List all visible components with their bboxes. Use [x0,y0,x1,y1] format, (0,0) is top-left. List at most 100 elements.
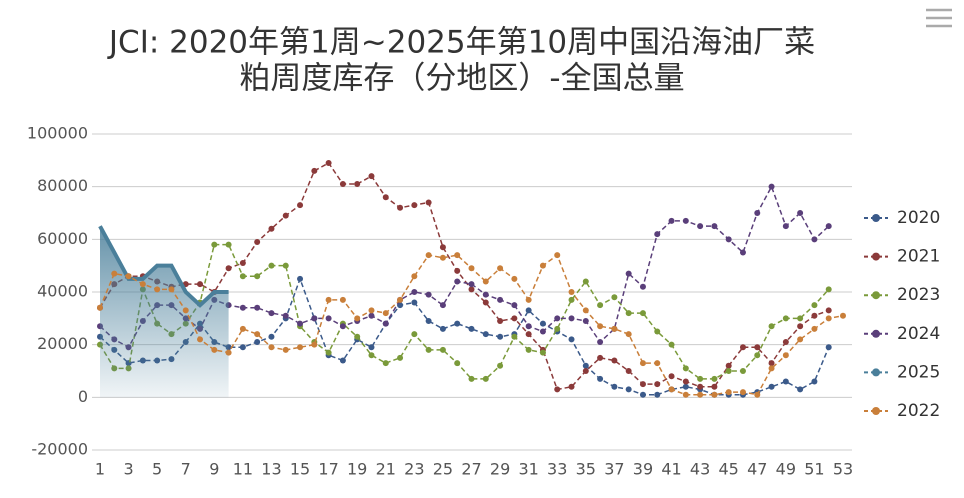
data-point [525,331,532,338]
data-point [797,315,804,322]
data-point [97,304,103,311]
data-point [525,323,532,330]
series-line [99,243,830,380]
data-point [297,202,304,209]
data-point [397,296,404,303]
data-point [225,349,232,356]
data-point [625,270,632,277]
chart-title: JCI: 2020年第1周~2025年第10周中国沿海油厂菜 [107,25,815,61]
data-point [625,310,632,317]
data-point [654,231,661,238]
data-point [425,346,432,353]
data-point [725,362,732,369]
legend-label: 2020 [897,208,940,228]
x-tick-label: 39 [633,460,653,479]
x-tick-label: 11 [233,460,253,479]
data-point [668,373,675,380]
y-tick-label: -20000 [31,440,88,459]
data-point [782,223,789,230]
menu-icon[interactable] [926,8,952,28]
x-tick-label: 37 [604,460,624,479]
data-point [511,302,518,309]
data-point [425,252,432,259]
data-point [311,315,318,322]
data-point [668,341,675,348]
data-point [354,315,361,322]
data-point [454,278,461,285]
x-tick-label: 5 [152,460,162,479]
x-tick-label: 45 [719,460,739,479]
data-point [554,252,561,259]
x-tick-label: 49 [776,460,796,479]
data-point [654,360,661,367]
data-point [482,291,489,298]
x-tick-label: 31 [518,460,538,479]
data-point [711,383,718,390]
data-point [297,320,304,327]
data-point [454,320,461,327]
data-point [582,368,589,374]
data-point [539,320,546,327]
data-point [539,328,546,335]
data-point [397,354,404,361]
data-point [811,325,818,332]
data-point [797,323,804,330]
data-point [197,281,204,288]
data-point [197,336,204,343]
data-point [354,333,361,340]
data-point [754,352,761,359]
legend-label: 2025 [897,362,940,382]
data-point [682,383,689,390]
data-point [282,346,289,353]
y-tick-label: 20000 [37,334,88,353]
data-point [239,325,246,332]
data-point [754,210,761,216]
data-point [411,289,418,295]
data-point [682,378,689,385]
data-point [325,315,332,322]
data-point [497,333,504,340]
y-tick-label: 0 [78,387,88,406]
data-point [225,241,232,248]
data-point [611,325,618,332]
x-tick-label: 43 [690,460,710,479]
x-tick-label: 3 [123,460,133,479]
data-point [125,273,132,280]
data-point [339,181,346,188]
data-point [840,312,846,319]
data-point [411,202,418,209]
legend-dot [872,329,880,338]
data-point [482,331,489,338]
area [100,226,229,398]
data-point [639,360,646,367]
x-tick-label: 9 [209,460,219,479]
data-point [468,375,475,382]
x-tick-label: 25 [433,460,453,479]
data-point [782,378,789,385]
data-point [782,339,789,346]
data-point [268,225,275,232]
data-point [697,383,704,390]
y-tick-label: 60000 [37,229,88,248]
data-point [711,223,718,230]
data-point [597,354,604,361]
data-point [368,173,375,180]
data-point [439,254,446,261]
data-point [625,386,632,393]
data-point [825,315,832,322]
data-point [668,386,675,393]
data-point [268,344,275,351]
data-point [682,217,689,224]
data-point [282,262,289,269]
data-point [254,304,261,311]
data-point [797,210,804,216]
data-point [697,375,704,382]
data-point [211,241,218,248]
legend-dot [872,252,880,261]
data-point [811,312,818,319]
data-point [525,307,532,314]
x-tick-label: 35 [576,460,596,479]
data-point [339,357,346,364]
data-point [497,362,504,369]
data-point [497,265,504,272]
